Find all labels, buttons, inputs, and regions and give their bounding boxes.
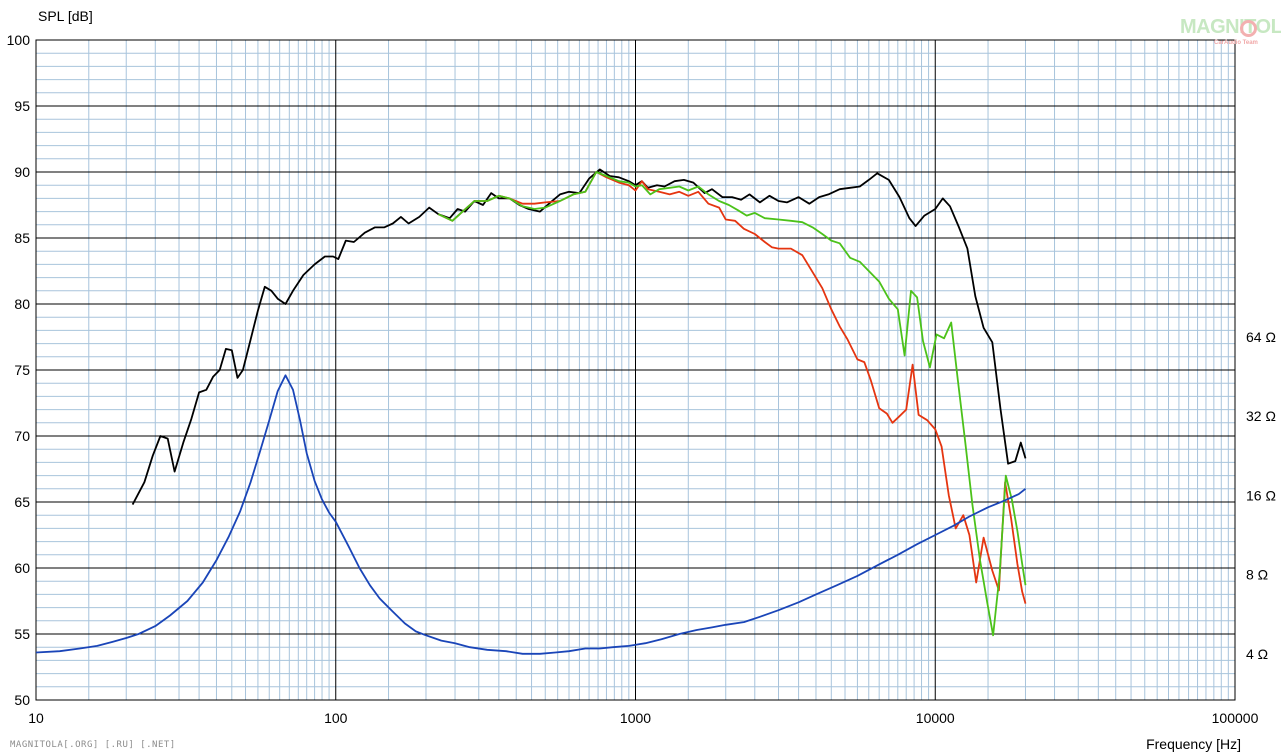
y-tick-label: 55 xyxy=(14,626,30,642)
impedance-line xyxy=(35,374,1027,655)
x-tick-label: 1000 xyxy=(620,710,651,726)
impedance-tick-label: 4 Ω xyxy=(1246,646,1268,662)
y-tick-label: 80 xyxy=(14,296,30,312)
chart-series xyxy=(35,168,1027,655)
y-tick-label: 60 xyxy=(14,560,30,576)
logo-ring-icon xyxy=(1240,20,1257,37)
logo-main-text: MAGNITOLA xyxy=(1180,16,1281,38)
magnitola-logo: MAGNITOLA CarAudio Team xyxy=(1180,16,1281,50)
impedance-tick-label: 64 Ω xyxy=(1246,329,1276,345)
spl-off-axis-line-green xyxy=(438,171,1027,637)
x-tick-label: 10000 xyxy=(916,710,955,726)
y-axis-label: SPL [dB] xyxy=(38,8,93,24)
x-axis-label: Frequency [Hz] xyxy=(1146,736,1241,752)
y-tick-label: 65 xyxy=(14,494,30,510)
y-tick-label: 85 xyxy=(14,230,30,246)
x-tick-labels: 10 100 1000 10000 100000 xyxy=(28,710,1258,726)
y-tick-label: 50 xyxy=(14,692,30,708)
y-tick-label: 70 xyxy=(14,428,30,444)
impedance-tick-label: 32 Ω xyxy=(1246,408,1276,424)
y-tick-label: 90 xyxy=(14,164,30,180)
impedance-tick-label: 16 Ω xyxy=(1246,487,1276,503)
plot-border xyxy=(35,39,1236,701)
y-tick-label: 95 xyxy=(14,98,30,114)
footer-watermark: MAGNITOLA[.ORG] [.RU] [.NET] xyxy=(10,740,176,750)
y-tick-labels: 100 95 90 85 80 75 70 65 60 55 50 xyxy=(7,32,31,708)
chart-grid xyxy=(35,39,1236,701)
impedance-tick-label: 8 Ω xyxy=(1246,567,1268,583)
impedance-tick-labels: 64 Ω 32 Ω 16 Ω 8 Ω 4 Ω xyxy=(1246,329,1276,662)
x-tick-label: 100 xyxy=(324,710,348,726)
logo-sub-text: CarAudio Team xyxy=(1214,40,1258,46)
x-tick-label: 100000 xyxy=(1212,710,1259,726)
y-tick-label: 100 xyxy=(7,32,31,48)
y-tick-label: 75 xyxy=(14,362,30,378)
spl-on-axis-line xyxy=(131,168,1027,506)
x-tick-label: 10 xyxy=(28,710,44,726)
